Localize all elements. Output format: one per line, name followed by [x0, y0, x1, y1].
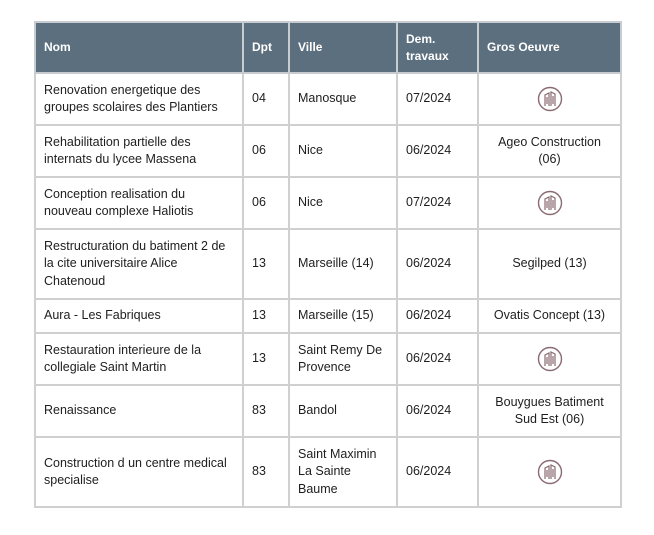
- cell-ville: Saint Remy De Provence: [288, 332, 398, 386]
- cell-dem-travaux: 06/2024: [396, 298, 479, 334]
- cell-gros-oeuvre: Bouygues Batiment Sud Est (06): [477, 384, 622, 438]
- cell-dem-travaux: 06/2024: [396, 436, 479, 508]
- table-header-row: Nom Dpt Ville Dem. travaux Gros Oeuvre: [34, 21, 622, 74]
- cell-dem-travaux: 06/2024: [396, 124, 479, 178]
- cell-dpt: 13: [242, 332, 290, 386]
- building-logo-icon: [537, 86, 563, 112]
- cell-nom: Renaissance: [34, 384, 244, 438]
- cell-dpt: 13: [242, 228, 290, 300]
- header-gros-oeuvre[interactable]: Gros Oeuvre: [477, 21, 622, 74]
- cell-ville: Marseille (15): [288, 298, 398, 334]
- table-row[interactable]: Aura - Les Fabriques 13 Marseille (15) 06/2…: [34, 298, 622, 334]
- table-row[interactable]: Restauration interieure de la collegiale…: [34, 332, 622, 386]
- cell-dpt: 83: [242, 436, 290, 508]
- cell-ville: Marseille (14): [288, 228, 398, 300]
- header-nom[interactable]: Nom: [34, 21, 244, 74]
- cell-dpt: 83: [242, 384, 290, 438]
- cell-ville: Bandol: [288, 384, 398, 438]
- table-row[interactable]: Renaissance 83 Bandol 06/2024 Bouygues Batim…: [34, 384, 622, 438]
- table-row[interactable]: Construction d un centre medical special…: [34, 436, 622, 508]
- cell-gros-oeuvre: Ovatis Concept (13): [477, 298, 622, 334]
- cell-nom: Conception realisation du nouveau comple…: [34, 176, 244, 230]
- table-row[interactable]: Rehabilitation partielle des internats d…: [34, 124, 622, 178]
- cell-gros-oeuvre: [477, 332, 622, 386]
- cell-gros-oeuvre: [477, 436, 622, 508]
- header-dpt[interactable]: Dpt: [242, 21, 290, 74]
- cell-gros-oeuvre: [477, 176, 622, 230]
- cell-dem-travaux: 06/2024: [396, 332, 479, 386]
- cell-dem-travaux: 06/2024: [396, 228, 479, 300]
- cell-ville: Nice: [288, 124, 398, 178]
- cell-dpt: 13: [242, 298, 290, 334]
- cell-dem-travaux: 07/2024: [396, 176, 479, 230]
- cell-ville: Nice: [288, 176, 398, 230]
- cell-gros-oeuvre: [477, 72, 622, 126]
- cell-nom: Aura - Les Fabriques: [34, 298, 244, 334]
- cell-dem-travaux: 07/2024: [396, 72, 479, 126]
- cell-ville: Saint Maximin La Sainte Baume: [288, 436, 398, 508]
- table-row[interactable]: Conception realisation du nouveau comple…: [34, 176, 622, 230]
- cell-gros-oeuvre: Segilped (13): [477, 228, 622, 300]
- building-logo-icon: [537, 459, 563, 485]
- cell-dem-travaux: 06/2024: [396, 384, 479, 438]
- cell-dpt: 04: [242, 72, 290, 126]
- cell-dpt: 06: [242, 176, 290, 230]
- building-logo-icon: [537, 346, 563, 372]
- header-dem-travaux[interactable]: Dem. travaux: [396, 21, 479, 74]
- cell-gros-oeuvre: Ageo Construction (06): [477, 124, 622, 178]
- projects-table-container: Nom Dpt Ville Dem. travaux Gros Oeuvre R…: [34, 21, 622, 508]
- projects-table: Nom Dpt Ville Dem. travaux Gros Oeuvre R…: [34, 21, 622, 508]
- table-row[interactable]: Renovation energetique des groupes scola…: [34, 72, 622, 126]
- cell-nom: Renovation energetique des groupes scola…: [34, 72, 244, 126]
- cell-nom: Restructuration du batiment 2 de la cite…: [34, 228, 244, 300]
- table-row[interactable]: Restructuration du batiment 2 de la cite…: [34, 228, 622, 300]
- cell-nom: Restauration interieure de la collegiale…: [34, 332, 244, 386]
- cell-nom: Construction d un centre medical special…: [34, 436, 244, 508]
- building-logo-icon: [537, 190, 563, 216]
- cell-ville: Manosque: [288, 72, 398, 126]
- header-ville[interactable]: Ville: [288, 21, 398, 74]
- cell-dpt: 06: [242, 124, 290, 178]
- cell-nom: Rehabilitation partielle des internats d…: [34, 124, 244, 178]
